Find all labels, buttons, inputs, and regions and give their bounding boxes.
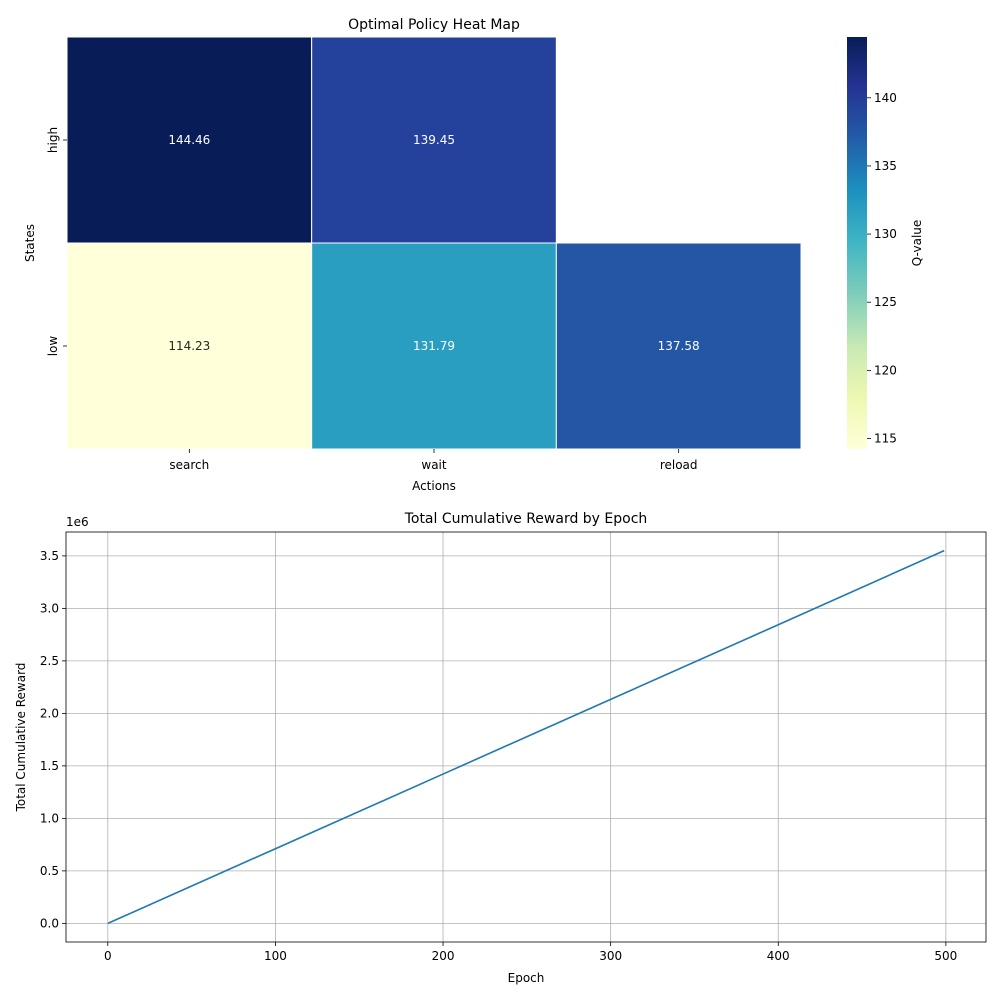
heatmap-cell (555, 242, 802, 450)
y-tick-label: 0.0 (40, 916, 59, 930)
heatmap-cell (66, 242, 313, 450)
line-chart-panel: Total Cumulative Reward by Epoch 0 100 200… (14, 511, 987, 985)
heatmap-x-axis-label: Actions (412, 479, 456, 493)
line-chart-y-ticks: 0.0 0.5 1.0 1.5 2.0 2.5 3.0 3.5 (40, 549, 66, 930)
x-tick-label: 300 (599, 949, 622, 963)
y-tick-label: 2.0 (40, 706, 59, 720)
line-chart-series (107, 549, 945, 925)
heatmap-y-ticks: high low (46, 127, 67, 356)
y-axis-offset-label: 1e6 (66, 515, 89, 529)
colorbar-tick-label: 140 (874, 91, 897, 105)
heatmap-y-axis-label: States (23, 224, 37, 262)
x-tick-label: 200 (432, 949, 455, 963)
heatmap-x-tick-label: wait (421, 458, 447, 472)
colorbar: 115 120 125 130 135 140 (847, 37, 897, 449)
y-tick-label: 1.5 (40, 759, 59, 773)
heatmap-panel: Optimal Policy Heat Map 144.46 139.45 114.… (23, 17, 924, 493)
x-tick-label: 500 (934, 949, 957, 963)
line-chart-title: Total Cumulative Reward by Epoch (404, 511, 648, 527)
heatmap-cell-label: 137.58 (658, 339, 700, 353)
colorbar-tick-label: 135 (874, 159, 897, 173)
colorbar-tick-label: 130 (874, 227, 897, 241)
heatmap-cell (66, 36, 313, 244)
line-chart-y-axis-label: Total Cumulative Reward (14, 663, 28, 813)
heatmap-cell (311, 242, 557, 450)
colorbar-tick-label: 125 (874, 295, 897, 309)
line-chart-frame (65, 531, 987, 943)
heatmap-y-tick-label: low (46, 336, 60, 357)
heatmap-x-tick-label: search (169, 458, 209, 472)
heatmap-cell-label: 144.46 (168, 133, 210, 147)
x-tick-label: 100 (264, 949, 287, 963)
y-tick-label: 3.5 (40, 549, 59, 563)
heatmap-y-tick-label: high (46, 127, 60, 153)
heatmap-cell-label: 131.79 (413, 339, 455, 353)
heatmap-x-tick-label: reload (660, 458, 698, 472)
colorbar-label: Q-value (910, 220, 924, 267)
heatmap-cell-label: 139.45 (413, 133, 455, 147)
line-chart-x-axis-label: Epoch (508, 971, 545, 985)
x-tick-label: 400 (767, 949, 790, 963)
heatmap-cell-label: 114.23 (168, 339, 210, 353)
cumulative-reward-line (107, 549, 945, 925)
y-tick-label: 3.0 (40, 601, 59, 615)
colorbar-gradient (847, 37, 867, 449)
x-tick-label: 0 (104, 949, 112, 963)
y-tick-label: 0.5 (40, 864, 59, 878)
heatmap-cell (311, 36, 557, 244)
line-chart-grid (66, 532, 986, 942)
heatmap-x-ticks: search wait reload (169, 449, 698, 472)
colorbar-tick-label: 120 (874, 363, 897, 377)
heatmap-title: Optimal Policy Heat Map (348, 17, 520, 33)
heatmap-cells: 144.46 139.45 114.23 131.79 137.58 (66, 36, 802, 450)
colorbar-tick-label: 115 (874, 432, 897, 446)
y-tick-label: 1.0 (40, 811, 59, 825)
y-tick-label: 2.5 (40, 654, 59, 668)
line-chart-x-ticks: 0 100 200 300 400 500 (104, 942, 957, 963)
